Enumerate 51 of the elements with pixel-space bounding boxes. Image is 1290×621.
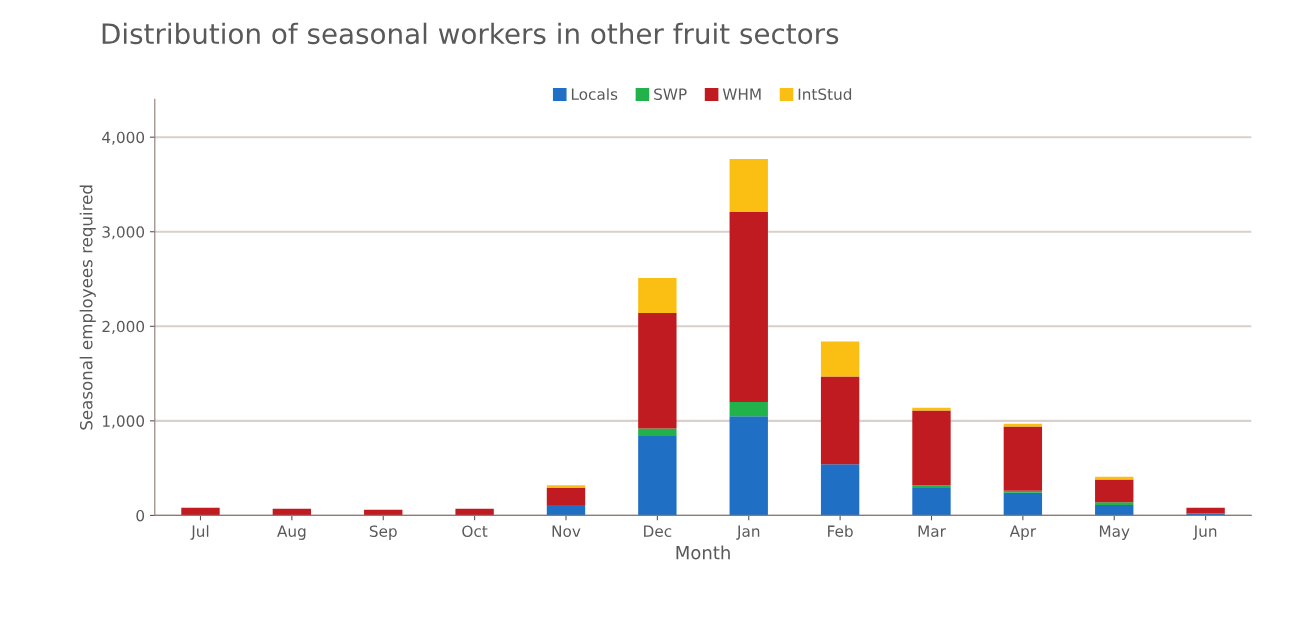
bar [729, 158, 768, 212]
y-axis-title: Seasonal employees required [79, 185, 96, 430]
legend-label: Locals [571, 88, 618, 100]
bar [638, 313, 677, 429]
x-tick-label: May [1099, 525, 1130, 540]
bar [181, 507, 220, 516]
bar [729, 416, 768, 516]
bar [1095, 479, 1134, 503]
x-tick-label: Sep [369, 525, 397, 540]
bar [546, 505, 586, 516]
x-tick-label: Jul [190, 525, 209, 540]
bar [546, 488, 586, 506]
y-tick-label: 0 [136, 509, 145, 522]
bar [912, 485, 951, 489]
y-tick-label: 2,000 [102, 320, 145, 334]
bar [820, 341, 860, 377]
bar [820, 464, 860, 516]
bar [638, 278, 677, 314]
bar [638, 428, 677, 436]
bar [1003, 423, 1043, 427]
bar [912, 488, 951, 516]
bar [1003, 426, 1043, 491]
x-tick-label: Jun [1192, 525, 1217, 540]
x-tick-label: Apr [1009, 525, 1037, 540]
x-tick-label: Oct [462, 525, 488, 537]
legend-label: SWP [654, 88, 687, 100]
bar [820, 376, 860, 465]
bar [638, 436, 677, 516]
y-tick-label: 4,000 [102, 131, 145, 145]
bar [455, 508, 494, 516]
y-tick-label: 3,000 [102, 226, 145, 240]
legend-label: WHM [722, 88, 761, 100]
x-tick-label: Mar [918, 525, 946, 537]
bar [1003, 492, 1043, 516]
x-tick-label: Aug [277, 525, 306, 540]
bar [729, 401, 768, 417]
legend-label: IntStud [798, 88, 852, 100]
bar [729, 211, 768, 402]
x-tick-label: Jan [736, 525, 760, 540]
x-tick-label: Dec [644, 525, 672, 537]
bar [912, 410, 951, 486]
bar [1186, 507, 1225, 514]
y-tick-label: 1,000 [103, 415, 145, 429]
bar [546, 485, 586, 489]
chart-title: Distribution of seasonal workers in other fruit sectors [102, 22, 839, 45]
bar [1095, 502, 1134, 506]
bar [1095, 505, 1134, 516]
x-tick-label: Nov [552, 525, 581, 537]
x-axis-title: Month [676, 545, 730, 560]
bar [272, 508, 312, 516]
x-tick-label: Feb [828, 525, 853, 537]
